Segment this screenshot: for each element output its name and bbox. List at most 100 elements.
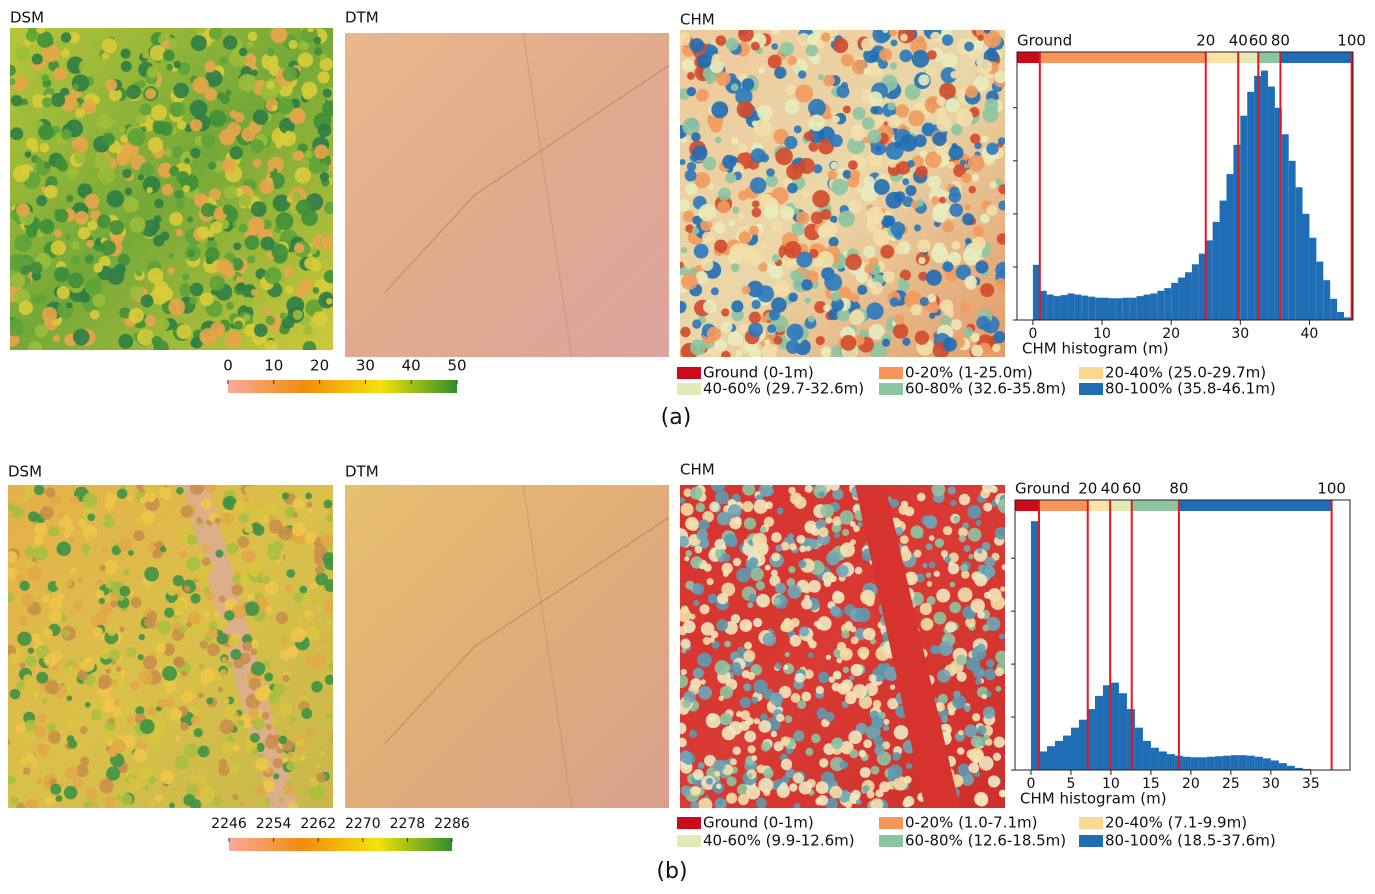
map-texture bbox=[883, 271, 895, 283]
map-texture bbox=[25, 799, 39, 813]
colorbar-tick-label: 40 bbox=[402, 357, 421, 375]
map-texture bbox=[154, 718, 165, 729]
map-texture bbox=[977, 644, 986, 653]
map-texture bbox=[123, 569, 130, 576]
map-texture bbox=[862, 117, 875, 130]
map-texture bbox=[36, 672, 48, 684]
map-texture bbox=[191, 35, 207, 51]
map-texture bbox=[17, 631, 31, 645]
map-texture bbox=[325, 675, 335, 685]
map-texture bbox=[866, 302, 883, 319]
map-texture bbox=[158, 286, 173, 301]
map-texture bbox=[322, 235, 335, 248]
map-texture bbox=[34, 485, 44, 495]
map-texture bbox=[832, 683, 841, 692]
map-texture bbox=[233, 745, 240, 752]
map-texture bbox=[941, 716, 948, 723]
map-texture bbox=[908, 110, 924, 126]
map-texture bbox=[940, 315, 951, 326]
map-texture bbox=[216, 259, 232, 275]
legend-swatch bbox=[879, 835, 903, 847]
map-texture bbox=[902, 178, 909, 185]
histogram-bar bbox=[1151, 748, 1159, 770]
map-texture bbox=[121, 48, 131, 58]
map-texture bbox=[756, 581, 765, 590]
map-texture bbox=[55, 580, 64, 589]
map-texture bbox=[196, 517, 202, 523]
map-texture bbox=[25, 720, 37, 732]
map-texture bbox=[19, 581, 29, 591]
map-texture bbox=[184, 158, 190, 164]
map-texture bbox=[39, 633, 48, 642]
map-texture bbox=[953, 516, 960, 523]
map-texture bbox=[306, 657, 314, 665]
map-texture bbox=[150, 45, 166, 61]
map-texture bbox=[143, 480, 157, 494]
legend-label: 60-80% (32.6-35.8m) bbox=[905, 380, 1066, 398]
map-texture bbox=[982, 694, 987, 699]
map-texture bbox=[683, 620, 696, 633]
map-image bbox=[4, 22, 339, 356]
map-texture bbox=[83, 550, 89, 556]
map-texture bbox=[733, 558, 741, 566]
map-texture bbox=[696, 271, 708, 283]
map-texture bbox=[154, 199, 163, 208]
map-texture bbox=[209, 110, 226, 127]
map-texture bbox=[42, 594, 50, 602]
map-texture bbox=[841, 630, 849, 638]
map-texture bbox=[891, 39, 898, 46]
map-texture bbox=[173, 61, 181, 69]
map-texture bbox=[247, 42, 253, 48]
legend-swatch bbox=[879, 367, 903, 379]
histogram-bar bbox=[1316, 262, 1323, 320]
map-texture bbox=[787, 585, 801, 599]
map-texture bbox=[175, 200, 184, 209]
map-texture bbox=[62, 630, 70, 638]
map-texture bbox=[102, 53, 109, 60]
map-texture bbox=[239, 48, 248, 57]
map-texture bbox=[227, 122, 241, 136]
map-texture bbox=[264, 340, 277, 353]
map-texture bbox=[50, 784, 61, 795]
map-texture bbox=[295, 167, 311, 183]
map-texture bbox=[155, 794, 163, 802]
map-image bbox=[4, 478, 339, 813]
map-texture bbox=[328, 508, 334, 514]
map-texture bbox=[758, 67, 765, 74]
map-texture bbox=[222, 158, 237, 173]
histogram-bar bbox=[1330, 299, 1337, 320]
histogram-bar bbox=[1081, 296, 1088, 320]
legend-label: Ground (0-1m) bbox=[703, 814, 814, 832]
map-texture bbox=[329, 737, 336, 744]
map-texture bbox=[767, 324, 776, 333]
map-texture bbox=[293, 498, 305, 510]
map-texture bbox=[71, 241, 80, 250]
map-texture bbox=[219, 57, 227, 65]
map-texture bbox=[314, 37, 322, 45]
map-texture bbox=[139, 634, 145, 640]
map-texture bbox=[1000, 586, 1005, 591]
map-texture bbox=[932, 483, 946, 497]
map-texture bbox=[768, 55, 782, 69]
map-texture bbox=[806, 546, 811, 551]
histogram-bar bbox=[1240, 116, 1247, 320]
histogram-bar bbox=[1303, 214, 1310, 320]
percentile-label: 100 bbox=[1317, 480, 1346, 498]
map-texture bbox=[753, 499, 767, 513]
map-texture bbox=[200, 292, 214, 306]
map-texture bbox=[187, 784, 198, 795]
map-texture bbox=[866, 207, 884, 225]
map-texture bbox=[689, 730, 697, 738]
map-image bbox=[345, 33, 669, 357]
map-texture bbox=[893, 323, 908, 338]
map-texture bbox=[717, 593, 728, 604]
map-texture bbox=[233, 712, 238, 717]
map-texture bbox=[320, 58, 333, 71]
map-texture bbox=[983, 503, 992, 512]
x-tick-label: 40 bbox=[1301, 326, 1319, 342]
map-texture bbox=[994, 737, 1005, 748]
map-texture bbox=[45, 680, 59, 694]
map-texture bbox=[845, 254, 861, 270]
map-texture bbox=[883, 719, 889, 725]
map-texture bbox=[882, 339, 890, 347]
